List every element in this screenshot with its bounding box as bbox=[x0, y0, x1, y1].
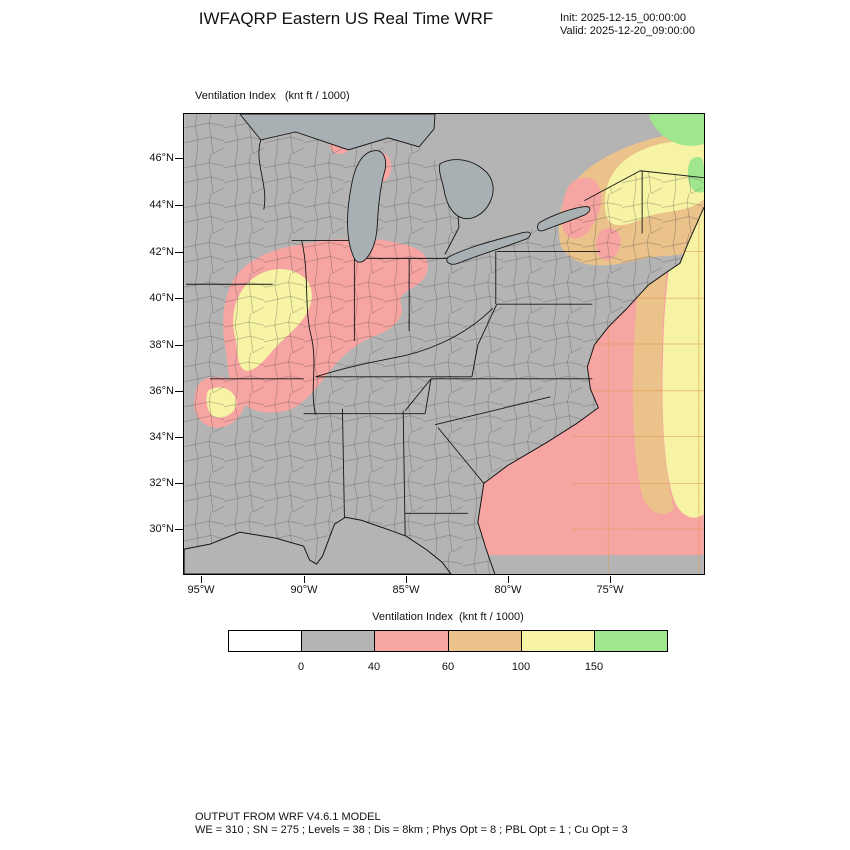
lon-tick bbox=[508, 576, 509, 583]
atlantic-coastline bbox=[477, 207, 704, 574]
lat-tick bbox=[175, 483, 183, 484]
colorbar-swatch-yellow bbox=[520, 630, 595, 652]
lon-label-85w: 85°W bbox=[392, 584, 420, 596]
field-label: Ventilation Index (knt ft / 1000) bbox=[195, 90, 350, 102]
valid-time: Valid: 2025-12-20_09:00:00 bbox=[560, 25, 695, 37]
footer: OUTPUT FROM WRF V4.6.1 MODEL WE = 310 ; … bbox=[195, 811, 628, 837]
great-lakes bbox=[239, 114, 591, 265]
colorbar-tick-60: 60 bbox=[441, 661, 455, 673]
lat-tick bbox=[175, 529, 183, 530]
lat-tick bbox=[175, 345, 183, 346]
colorbar-tick-40: 40 bbox=[367, 661, 381, 673]
lat-label-36n: 36°N bbox=[149, 385, 174, 397]
lat-label-32n: 32°N bbox=[149, 477, 174, 489]
init-time: Init: 2025-12-15_00:00:00 bbox=[560, 12, 686, 24]
lake-michigan bbox=[347, 150, 387, 263]
lat-label-30n: 30°N bbox=[149, 523, 174, 535]
map-image bbox=[184, 114, 704, 574]
colorbar-swatch-tan bbox=[447, 630, 522, 652]
lon-label-75w: 75°W bbox=[596, 584, 624, 596]
lat-tick bbox=[175, 391, 183, 392]
map-frame bbox=[183, 113, 705, 575]
lat-tick bbox=[175, 205, 183, 206]
run-info: Init: 2025-12-15_00:00:00 Valid: 2025-12… bbox=[560, 12, 695, 38]
footer-model-line: OUTPUT FROM WRF V4.6.1 MODEL bbox=[195, 811, 381, 823]
lake-ontario bbox=[537, 206, 591, 232]
lat-tick bbox=[175, 158, 183, 159]
lat-label-44n: 44°N bbox=[149, 199, 174, 211]
colorbar-swatch-gray bbox=[301, 630, 376, 652]
lat-tick bbox=[175, 298, 183, 299]
colorbar-tick-150: 150 bbox=[584, 661, 604, 673]
colorbar-swatch-green bbox=[593, 630, 669, 652]
lat-label-46n: 46°N bbox=[149, 152, 174, 164]
colorbar-title: Ventilation Index (knt ft / 1000) bbox=[372, 611, 524, 623]
lat-label-40n: 40°N bbox=[149, 292, 174, 304]
lon-label-80w: 80°W bbox=[494, 584, 522, 596]
lake-superior bbox=[239, 114, 436, 151]
lake-erie bbox=[446, 231, 531, 265]
lake-huron bbox=[439, 159, 494, 220]
footer-config-line: WE = 310 ; SN = 275 ; Levels = 38 ; Dis … bbox=[195, 824, 628, 836]
colorbar-tick-100: 100 bbox=[511, 661, 531, 673]
lon-label-95w: 95°W bbox=[187, 584, 215, 596]
state-boundaries bbox=[186, 139, 704, 537]
colorbar-tick-0: 0 bbox=[297, 661, 305, 673]
colorbar-swatch-white bbox=[228, 630, 303, 652]
lat-label-38n: 38°N bbox=[149, 339, 174, 351]
lat-label-34n: 34°N bbox=[149, 431, 174, 443]
lon-label-90w: 90°W bbox=[290, 584, 318, 596]
gulf-of-mexico bbox=[184, 516, 452, 574]
lon-tick bbox=[201, 576, 202, 583]
lat-label-42n: 42°N bbox=[149, 246, 174, 258]
page-title: IWFAQRP Eastern US Real Time WRF bbox=[198, 9, 494, 28]
lat-tick bbox=[175, 437, 183, 438]
lon-tick bbox=[304, 576, 305, 583]
lon-tick bbox=[610, 576, 611, 583]
colorbar-swatch-pink bbox=[374, 630, 449, 652]
colorbar bbox=[228, 630, 669, 652]
lat-tick bbox=[175, 252, 183, 253]
lon-tick bbox=[406, 576, 407, 583]
